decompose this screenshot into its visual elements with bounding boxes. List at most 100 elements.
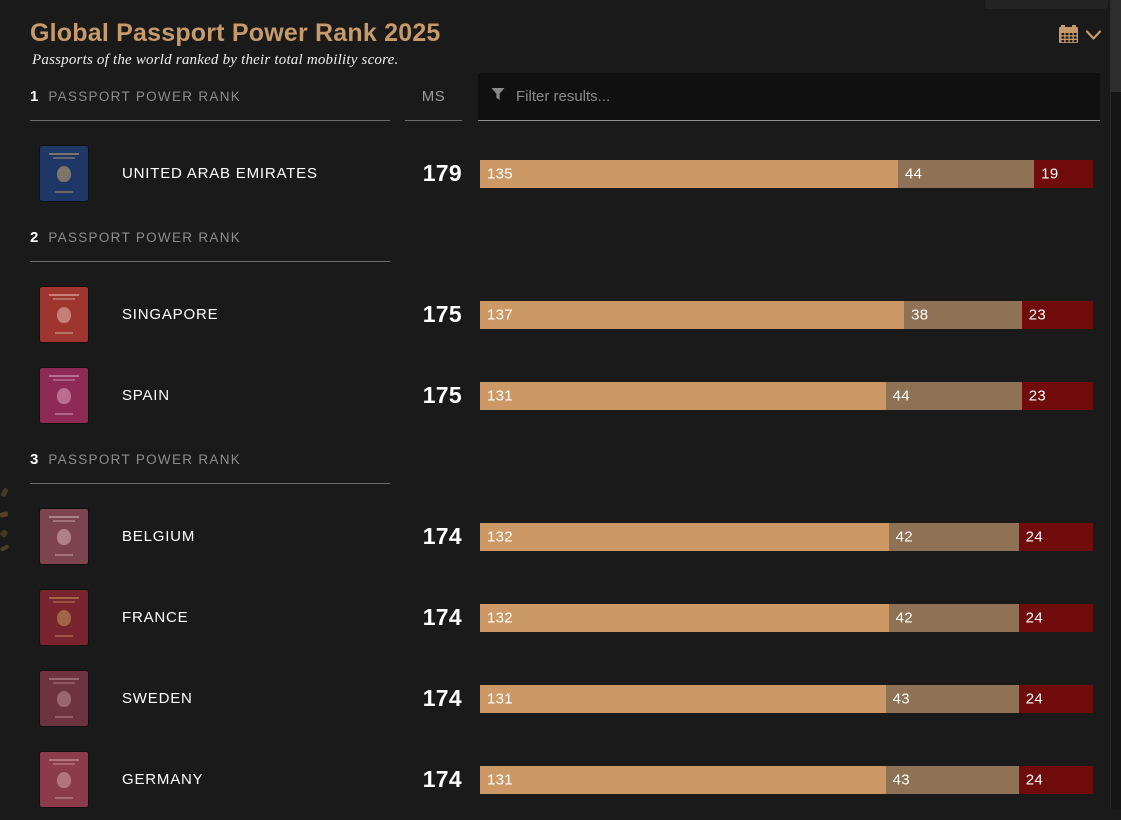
passport-thumbnail (40, 287, 88, 342)
visa-free-count: 132 (487, 528, 513, 545)
visa-on-arrival-count: 42 (895, 528, 913, 545)
ranking-table-body: UNITED ARAB EMIRATES 179 135 44 19 2 PAS… (0, 121, 1121, 820)
group-rank-label: PASSPORT POWER RANK (48, 230, 242, 245)
country-row[interactable]: BELGIUM 174 132 42 24 (0, 496, 1121, 577)
year-selector[interactable] (1059, 25, 1102, 48)
visa-required-count: 19 (1041, 165, 1059, 182)
passport-thumbnail (40, 671, 88, 726)
visa-free-segment: 132 (480, 603, 889, 632)
mobility-score: 174 (422, 604, 462, 630)
rank-group-cell: 2 PASSPORT POWER RANK (30, 214, 390, 262)
visa-required-segment: 24 (1018, 522, 1093, 551)
page-title: Global Passport Power Rank 2025 (30, 19, 441, 47)
visa-on-arrival-segment: 44 (897, 159, 1035, 188)
visa-free-count: 131 (487, 387, 513, 404)
visa-free-count: 131 (487, 690, 513, 707)
filter-box (478, 73, 1100, 121)
group-rank-number: 3 (30, 451, 39, 468)
visa-stacked-bar: 135 44 19 (480, 159, 1093, 188)
rank-group-cell: 3 PASSPORT POWER RANK (30, 436, 390, 484)
group-rank-number: 2 (30, 229, 39, 246)
mobility-score: 174 (422, 766, 462, 792)
country-name: FRANCE (122, 609, 189, 626)
ms-column-header: MS (405, 73, 462, 121)
top-right-partial-panel (985, 0, 1108, 9)
visa-required-segment: 23 (1021, 381, 1093, 410)
filter-input[interactable] (514, 87, 1100, 106)
country-row[interactable]: SINGAPORE 175 137 38 23 (0, 274, 1121, 355)
visa-free-segment: 131 (480, 381, 886, 410)
rank-group-rows: SINGAPORE 175 137 38 23 SPAIN 175 131 44… (0, 262, 1121, 436)
visa-on-arrival-segment: 42 (888, 522, 1019, 551)
filter-funnel-icon (491, 87, 505, 106)
mobility-score: 175 (422, 382, 462, 408)
page-subtitle: Passports of the world ranked by their t… (32, 52, 399, 68)
visa-on-arrival-segment: 42 (888, 603, 1019, 632)
mobility-score: 175 (422, 301, 462, 327)
visa-required-segment: 24 (1018, 684, 1093, 713)
visa-free-segment: 131 (480, 684, 886, 713)
visa-free-count: 137 (487, 306, 513, 323)
mobility-score: 174 (422, 685, 462, 711)
visa-required-count: 23 (1028, 306, 1047, 323)
visa-on-arrival-segment: 44 (885, 381, 1022, 410)
scrollbar-thumb[interactable] (1111, 0, 1121, 92)
visa-on-arrival-count: 44 (892, 387, 910, 404)
visa-required-count: 24 (1025, 528, 1043, 545)
rank-group-rows: BELGIUM 174 132 42 24 FRANCE 174 132 42 … (0, 484, 1121, 820)
visa-on-arrival-segment: 43 (885, 765, 1019, 794)
mobility-score: 179 (422, 160, 462, 186)
visa-stacked-bar: 131 43 24 (480, 684, 1093, 713)
country-name: UNITED ARAB EMIRATES (122, 165, 318, 182)
mobility-score: 174 (422, 523, 462, 549)
visa-on-arrival-count: 44 (904, 165, 923, 182)
visa-on-arrival-segment: 43 (885, 684, 1019, 713)
visa-required-count: 24 (1025, 609, 1043, 626)
country-name: GERMANY (122, 771, 204, 788)
group-rank-label: PASSPORT POWER RANK (48, 452, 242, 467)
passport-thumbnail (40, 146, 88, 201)
visa-required-count: 24 (1025, 690, 1043, 707)
visa-on-arrival-count: 38 (911, 306, 929, 323)
visa-stacked-bar: 132 42 24 (480, 603, 1093, 632)
left-edge-decoration (0, 486, 13, 558)
visa-required-segment: 24 (1018, 765, 1093, 794)
visa-on-arrival-count: 43 (892, 771, 910, 788)
visa-on-arrival-segment: 38 (904, 300, 1022, 329)
passport-thumbnail (40, 752, 88, 807)
scrollbar-track (1110, 0, 1121, 809)
visa-stacked-bar: 132 42 24 (480, 522, 1093, 551)
visa-free-segment: 135 (480, 159, 898, 188)
visa-required-count: 24 (1025, 771, 1043, 788)
country-row[interactable]: UNITED ARAB EMIRATES 179 135 44 19 (0, 133, 1121, 214)
visa-required-segment: 19 (1034, 159, 1093, 188)
country-name: BELGIUM (122, 528, 196, 545)
visa-stacked-bar: 137 38 23 (480, 300, 1093, 329)
country-name: SWEDEN (122, 690, 193, 707)
country-name: SPAIN (122, 387, 170, 404)
visa-free-segment: 137 (480, 300, 905, 329)
passport-thumbnail (40, 590, 88, 645)
rank-group-rows: UNITED ARAB EMIRATES 179 135 44 19 (0, 121, 1121, 214)
visa-on-arrival-count: 43 (892, 690, 910, 707)
country-name: SINGAPORE (122, 306, 219, 323)
chevron-down-icon (1085, 28, 1102, 46)
visa-free-segment: 132 (480, 522, 889, 551)
country-row[interactable]: GERMANY 174 131 43 24 (0, 739, 1121, 820)
rank-column-label: PASSPORT POWER RANK (48, 89, 242, 104)
visa-free-count: 131 (487, 771, 513, 788)
country-row[interactable]: SPAIN 175 131 44 23 (0, 355, 1121, 436)
country-row[interactable]: SWEDEN 174 131 43 24 (0, 658, 1121, 739)
passport-thumbnail (40, 368, 88, 423)
rank-group-header: 3 PASSPORT POWER RANK (0, 436, 1121, 484)
visa-free-count: 132 (487, 609, 513, 626)
rank-number: 1 (30, 88, 39, 105)
visa-stacked-bar: 131 43 24 (480, 765, 1093, 794)
rank-group-header: 2 PASSPORT POWER RANK (0, 214, 1121, 262)
page-header: Global Passport Power Rank 2025 Passport… (0, 0, 1121, 73)
table-header-row: 1 PASSPORT POWER RANK MS (0, 73, 1121, 121)
visa-required-count: 23 (1028, 387, 1047, 404)
country-row[interactable]: FRANCE 174 132 42 24 (0, 577, 1121, 658)
visa-required-segment: 23 (1021, 300, 1093, 329)
visa-free-segment: 131 (480, 765, 886, 794)
